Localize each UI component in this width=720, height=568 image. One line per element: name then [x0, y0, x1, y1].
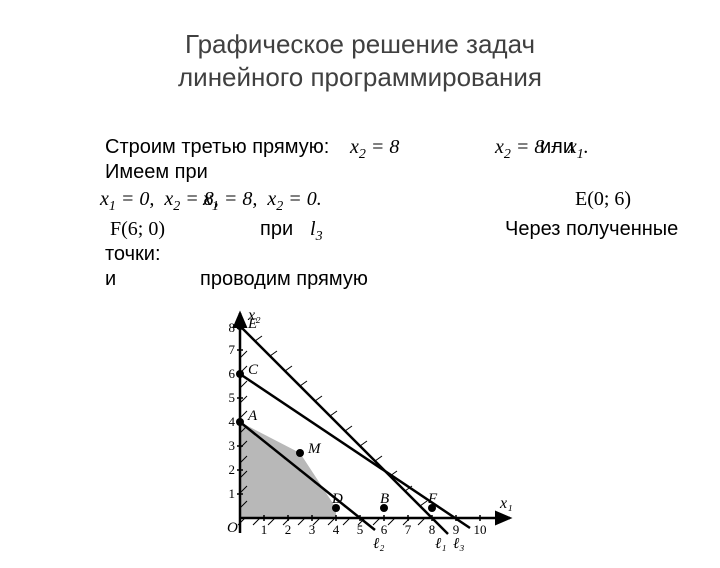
svg-text:6: 6 — [381, 522, 388, 537]
y-axis-label: x₂ — [247, 308, 261, 324]
svg-text:4: 4 — [229, 414, 236, 429]
eq-3: x1 = 0, x2 = 8, — [100, 188, 219, 215]
eq-1: x2 = 8 — [350, 136, 399, 163]
svg-text:4: 4 — [333, 522, 340, 537]
eq-l3: l3 — [310, 218, 323, 245]
svg-text:8: 8 — [229, 320, 236, 335]
svg-text:ℓ₁: ℓ₁ — [435, 536, 446, 552]
svg-text:5: 5 — [357, 522, 364, 537]
svg-text:10: 10 — [474, 522, 487, 537]
svg-text:3: 3 — [229, 438, 236, 453]
line-labels: ℓ₂ ℓ₁ ℓ₃ — [373, 536, 464, 552]
svg-text:1: 1 — [261, 522, 268, 537]
title-line-2: линейного программирования — [178, 62, 542, 92]
svg-text:9: 9 — [453, 522, 460, 537]
svg-text:7: 7 — [405, 522, 412, 537]
svg-text:ℓ₂: ℓ₂ — [373, 536, 384, 552]
text-line-1: Строим третью прямую: — [105, 136, 329, 159]
svg-text:5: 5 — [229, 390, 236, 405]
svg-text:M: M — [307, 441, 322, 457]
eq-2: x2 = 8 − x1. — [495, 136, 589, 163]
svg-text:2: 2 — [285, 522, 292, 537]
svg-text:6: 6 — [229, 366, 236, 381]
svg-text:ℓ₃: ℓ₃ — [453, 536, 464, 552]
svg-text:C: C — [248, 362, 259, 378]
svg-text:3: 3 — [309, 522, 316, 537]
eq-4: x1 = 8, x2 = 0. — [203, 188, 322, 215]
y-ticks: 1 2 3 4 5 6 7 8 — [229, 320, 236, 501]
svg-text:B: B — [380, 491, 389, 507]
svg-text:8: 8 — [429, 522, 436, 537]
svg-text:A: A — [247, 408, 258, 424]
text-through: Через полученные — [505, 218, 678, 241]
text-and: и — [105, 268, 116, 291]
point-E: E(0; 6) — [575, 188, 631, 211]
svg-text:2: 2 — [229, 462, 236, 477]
origin-label: O — [227, 520, 238, 536]
text-draw: проводим прямую — [200, 268, 368, 291]
text-points: точки: — [105, 243, 161, 266]
text-pri: при — [260, 218, 293, 241]
svg-text:D: D — [331, 491, 343, 507]
page-title: Графическое решение задач линейного прог… — [0, 28, 720, 93]
chart-diagram: 1 2 3 4 5 6 7 8 9 10 1 2 3 4 5 6 7 8 — [210, 308, 530, 568]
svg-text:7: 7 — [229, 342, 236, 357]
title-line-1: Графическое решение задач — [185, 29, 535, 59]
svg-text:F: F — [427, 491, 438, 507]
x-axis-label: x₁ — [499, 495, 513, 512]
point-F: F(6; 0) — [110, 218, 165, 241]
svg-text:1: 1 — [229, 486, 236, 501]
feasible-region — [240, 422, 336, 518]
text-have-at: Имеем при — [105, 161, 208, 184]
